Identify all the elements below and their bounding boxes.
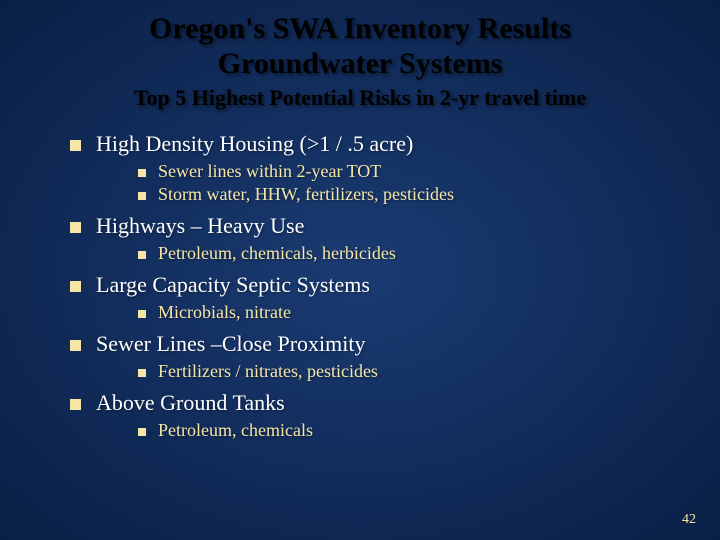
list-item-label: Above Ground Tanks [96, 390, 285, 415]
list-item-label: Large Capacity Septic Systems [96, 272, 370, 297]
list-item: Large Capacity Septic Systems Microbials,… [70, 272, 680, 323]
sub-list-item: Petroleum, chemicals, herbicides [138, 243, 680, 264]
content-area: High Density Housing (>1 / .5 acre) Sewer… [40, 131, 680, 441]
sub-list-item: Petroleum, chemicals [138, 420, 680, 441]
page-number: 42 [682, 512, 696, 528]
sub-list: Microbials, nitrate [96, 302, 680, 323]
list-item-label: High Density Housing (>1 / .5 acre) [96, 131, 413, 156]
sub-list-item: Fertilizers / nitrates, pesticides [138, 361, 680, 382]
sub-list: Fertilizers / nitrates, pesticides [96, 361, 680, 382]
sub-list-item: Microbials, nitrate [138, 302, 680, 323]
slide-title: Oregon's SWA Inventory Results Groundwat… [40, 12, 680, 81]
sub-list: Petroleum, chemicals [96, 420, 680, 441]
slide-subtitle: Top 5 Highest Potential Risks in 2-yr tr… [40, 85, 680, 111]
list-item-label: Sewer Lines –Close Proximity [96, 331, 365, 356]
sub-list-item: Sewer lines within 2-year TOT [138, 161, 680, 182]
list-item-label: Highways – Heavy Use [96, 213, 304, 238]
sub-list: Sewer lines within 2-year TOTStorm water… [96, 161, 680, 205]
title-line-1: Oregon's SWA Inventory Results [149, 12, 571, 45]
list-item: Above Ground Tanks Petroleum, chemicals [70, 390, 680, 441]
sub-list-item: Storm water, HHW, fertilizers, pesticide… [138, 184, 680, 205]
list-item: Highways – Heavy Use Petroleum, chemicals… [70, 213, 680, 264]
sub-list: Petroleum, chemicals, herbicides [96, 243, 680, 264]
list-item: Sewer Lines –Close Proximity Fertilizers … [70, 331, 680, 382]
list-item: High Density Housing (>1 / .5 acre) Sewer… [70, 131, 680, 205]
title-line-2: Groundwater Systems [218, 47, 503, 80]
bullet-list: High Density Housing (>1 / .5 acre) Sewer… [70, 131, 680, 441]
slide: Oregon's SWA Inventory Results Groundwat… [0, 0, 720, 540]
